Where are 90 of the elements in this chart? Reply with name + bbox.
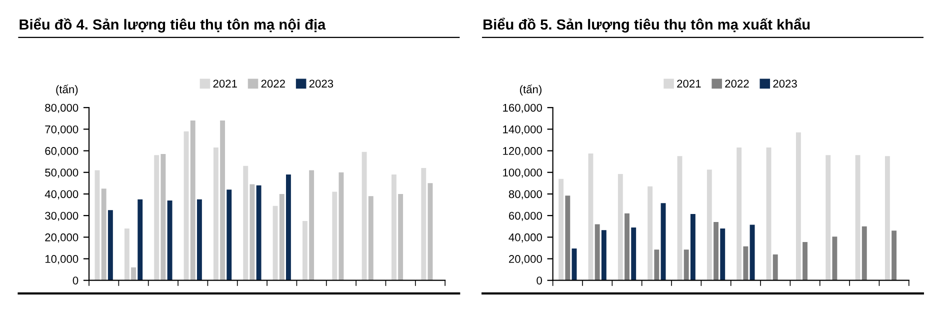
- bar: [572, 248, 577, 280]
- bar: [302, 220, 308, 280]
- y-tick-label: 40,000: [508, 233, 542, 243]
- bar: [421, 168, 426, 280]
- bar: [588, 153, 594, 280]
- bar: [256, 185, 262, 280]
- bar: [243, 166, 248, 280]
- bar: [862, 226, 867, 280]
- legend-label: 2022: [261, 80, 285, 88]
- bar: [720, 228, 726, 280]
- y-tick-label: 80,000: [508, 190, 542, 200]
- bar: [138, 199, 143, 280]
- y-tick-label: 40,000: [44, 190, 78, 200]
- bar: [286, 174, 291, 280]
- bar: [558, 178, 564, 280]
- bar: [213, 148, 218, 280]
- y-tick-label: 20,000: [45, 233, 78, 243]
- bar: [124, 228, 130, 280]
- bar: [279, 194, 284, 280]
- y-tick-label: 100,000: [503, 168, 542, 178]
- y-tick-label: 30,000: [45, 212, 78, 222]
- bar: [184, 131, 189, 280]
- bar: [309, 170, 314, 280]
- bar: [772, 254, 778, 280]
- y-tick-label: 70,000: [45, 125, 78, 135]
- legend-label: 2022: [725, 80, 749, 88]
- bar: [190, 120, 196, 280]
- y-tick-label: 160,000: [503, 104, 542, 114]
- bar: [101, 188, 106, 280]
- bar: [94, 170, 100, 280]
- bar: [624, 213, 630, 280]
- bar: [565, 196, 570, 280]
- bar: [855, 155, 860, 280]
- bar: [654, 250, 660, 280]
- bar: [601, 230, 606, 280]
- bar: [802, 242, 808, 280]
- bar: [648, 186, 653, 280]
- y-tick-label: 60,000: [508, 212, 542, 222]
- bar: [796, 132, 801, 280]
- bar: [884, 156, 890, 280]
- bar: [428, 183, 433, 280]
- bar: [706, 170, 712, 280]
- bar: [618, 174, 623, 280]
- bar: [362, 152, 367, 280]
- bar: [154, 155, 160, 280]
- y-tick-label: 20,000: [508, 255, 542, 264]
- bar: [196, 199, 202, 280]
- bar: [832, 236, 838, 280]
- bar: [714, 222, 718, 280]
- bar: [743, 246, 748, 280]
- bar: [684, 250, 689, 280]
- bar: [750, 224, 755, 280]
- bar: [220, 120, 226, 280]
- bar: [392, 174, 396, 280]
- bar: [677, 156, 682, 280]
- legend-label: 2023: [309, 80, 334, 88]
- y-axis-title: (tấn): [56, 84, 78, 96]
- bar: [892, 230, 897, 280]
- chart-title: Biểu đồ 5. Sản lượng tiêu thụ tôn mạ xuất khẩu: [484, 18, 810, 33]
- y-axis-title: (tấn): [520, 84, 542, 96]
- y-tick-label: 120,000: [503, 147, 542, 156]
- bar: [160, 154, 166, 280]
- bar: [332, 192, 338, 280]
- y-tick-label: 80,000: [45, 104, 78, 114]
- bar: [398, 194, 404, 280]
- bar: [272, 206, 278, 280]
- bar: [690, 214, 696, 280]
- bar: [594, 224, 600, 280]
- y-tick-label: 50,000: [45, 168, 78, 178]
- y-tick-label: 140,000: [503, 125, 542, 135]
- chart-title: Biểu đồ 4. Sản lượng tiêu thụ tôn mạ nội địa: [20, 18, 326, 33]
- y-tick-label: 60,000: [45, 147, 78, 156]
- bar: [826, 155, 831, 280]
- bar: [766, 148, 772, 280]
- bar: [368, 196, 374, 280]
- y-tick-label: 10,000: [45, 255, 78, 264]
- bar: [736, 148, 742, 280]
- legend-label: 2021: [677, 80, 701, 88]
- legend-label: 2021: [213, 80, 237, 88]
- bar: [131, 267, 136, 280]
- bar: [660, 203, 666, 280]
- y-tick-label: 0: [536, 276, 542, 284]
- bar: [631, 227, 636, 280]
- bar: [108, 210, 113, 280]
- bar: [250, 184, 255, 280]
- y-tick-label: 0: [72, 276, 78, 284]
- bar: [167, 200, 172, 280]
- bar: [226, 190, 232, 280]
- bar: [338, 172, 344, 280]
- legend-label: 2023: [773, 80, 797, 88]
